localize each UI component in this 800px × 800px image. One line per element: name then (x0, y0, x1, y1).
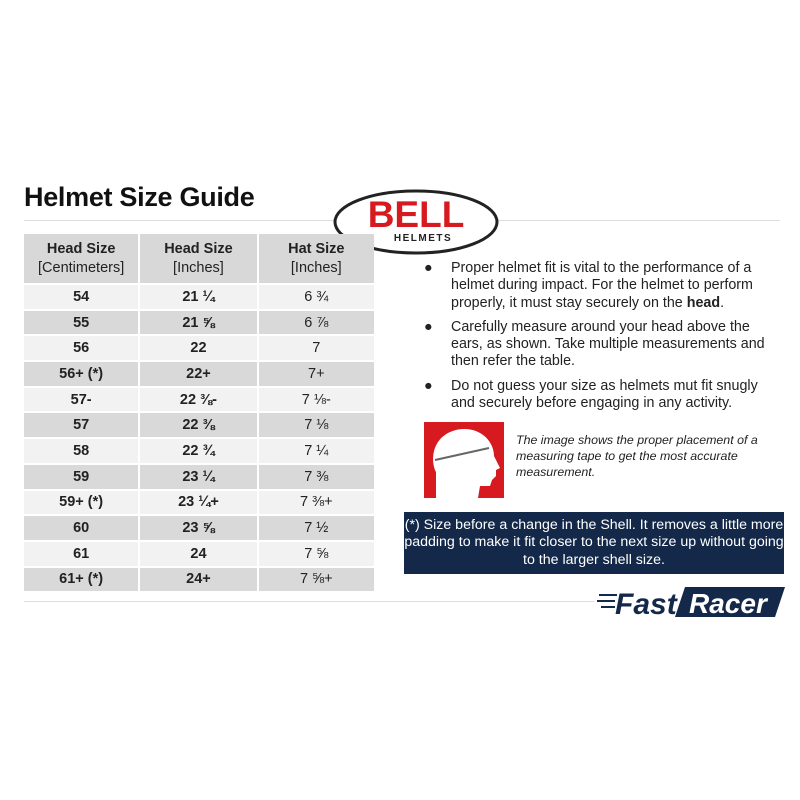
cell-head-cm: 59 (24, 463, 141, 491)
list-item: ● Do not guess your size as helmets mut f… (424, 377, 758, 412)
cell-hat-size: 7 ⅜ (257, 463, 374, 491)
cell-head-in: 23 ¼ (139, 463, 259, 491)
cell-head-in: 21 ⅝ (139, 309, 259, 337)
cell-hat-size: 7 ⅛ (257, 412, 374, 440)
cell-hat-size: 7 ⅜+ (257, 489, 374, 517)
cell-head-cm: 58 (24, 438, 141, 465)
bell-helmets-logo: BELL HELMETS (333, 189, 499, 255)
cell-head-in: 22 ⅜ (139, 412, 259, 440)
cell-head-cm: 61+ (*) (24, 566, 141, 594)
cell-head-cm: 55 (24, 309, 141, 337)
cell-head-in: 22+ (139, 361, 259, 388)
table-row: 56 22 7 (24, 335, 374, 363)
cell-hat-size: 7+ (257, 361, 374, 388)
cell-hat-size: 6 ¾ (257, 284, 374, 311)
cell-head-in: 24+ (139, 566, 259, 594)
cell-hat-size: 7 ⅝+ (257, 566, 374, 594)
logo-racer: Racer (689, 588, 769, 619)
page-title: Helmet Size Guide (24, 182, 255, 212)
cell-head-in: 22 ¾ (139, 438, 259, 465)
cell-head-in: 21 ¼ (139, 284, 259, 311)
logo-sub: HELMETS (394, 233, 452, 244)
cell-hat-size: 7 ¼ (257, 438, 374, 465)
cell-head-cm: 60 (24, 515, 141, 542)
cell-head-cm: 57 (24, 412, 141, 440)
cell-head-in: 23 ¼+ (139, 489, 259, 517)
cell-head-cm: 56 (24, 335, 141, 363)
header-hat-size: Hat Size [Inches] (257, 234, 374, 285)
cell-head-in: 22 (139, 335, 259, 363)
cell-head-cm: 56+ (*) (24, 361, 141, 388)
divider-bottom (24, 601, 594, 602)
cell-head-in: 24 (139, 540, 259, 568)
head-measurement-icon (424, 422, 504, 498)
cell-head-in: 23 ⅝ (139, 515, 259, 542)
header-head-size-in: Head Size [Inches] (139, 234, 259, 285)
table-row: 61+ (*) 24+ 7 ⅝+ (24, 566, 374, 594)
cell-hat-size: 7 ⅝ (257, 540, 374, 568)
table-header-row: Head Size [Centimeters] Head Size [Inches]… (24, 234, 374, 285)
cell-head-in: 22 ⅜- (139, 386, 259, 414)
list-item: ● Proper helmet fit is vital to the perfo… (424, 260, 753, 311)
cell-hat-size: 7 ½ (257, 515, 374, 542)
fit-instructions: ● Proper helmet fit is vital to the perfo… (420, 260, 780, 419)
header-head-size-cm: Head Size [Centimeters] (24, 234, 141, 285)
cell-hat-size: 7 (257, 335, 374, 363)
image-caption: The image shows the proper placement of … (516, 433, 758, 479)
table-row: 61 24 7 ⅝ (24, 540, 374, 568)
table-row: 57- 22 ⅜- 7 ⅛- (24, 386, 374, 414)
logo-brand: BELL (368, 194, 465, 235)
cell-head-cm: 54 (24, 284, 141, 311)
cell-hat-size: 7 ⅛- (257, 386, 374, 414)
shell-size-note: (*) Size before a change in the Shell. I… (404, 512, 784, 574)
fastracer-logo: Fast Racer (597, 587, 785, 621)
size-table: Head Size [Centimeters] Head Size [Inches]… (24, 234, 374, 594)
cell-head-cm: 59+ (*) (24, 489, 141, 517)
cell-head-cm: 61 (24, 540, 141, 568)
cell-hat-size: 6 ⅞ (257, 309, 374, 337)
table-row: 59+ (*) 23 ¼+ 7 ⅜+ (24, 489, 374, 517)
logo-fast: Fast (615, 588, 679, 621)
table-row: 56+ (*) 22+ 7+ (24, 361, 374, 388)
cell-head-cm: 57- (24, 386, 141, 414)
list-item: ● Carefully measure around your head abov… (424, 318, 765, 370)
